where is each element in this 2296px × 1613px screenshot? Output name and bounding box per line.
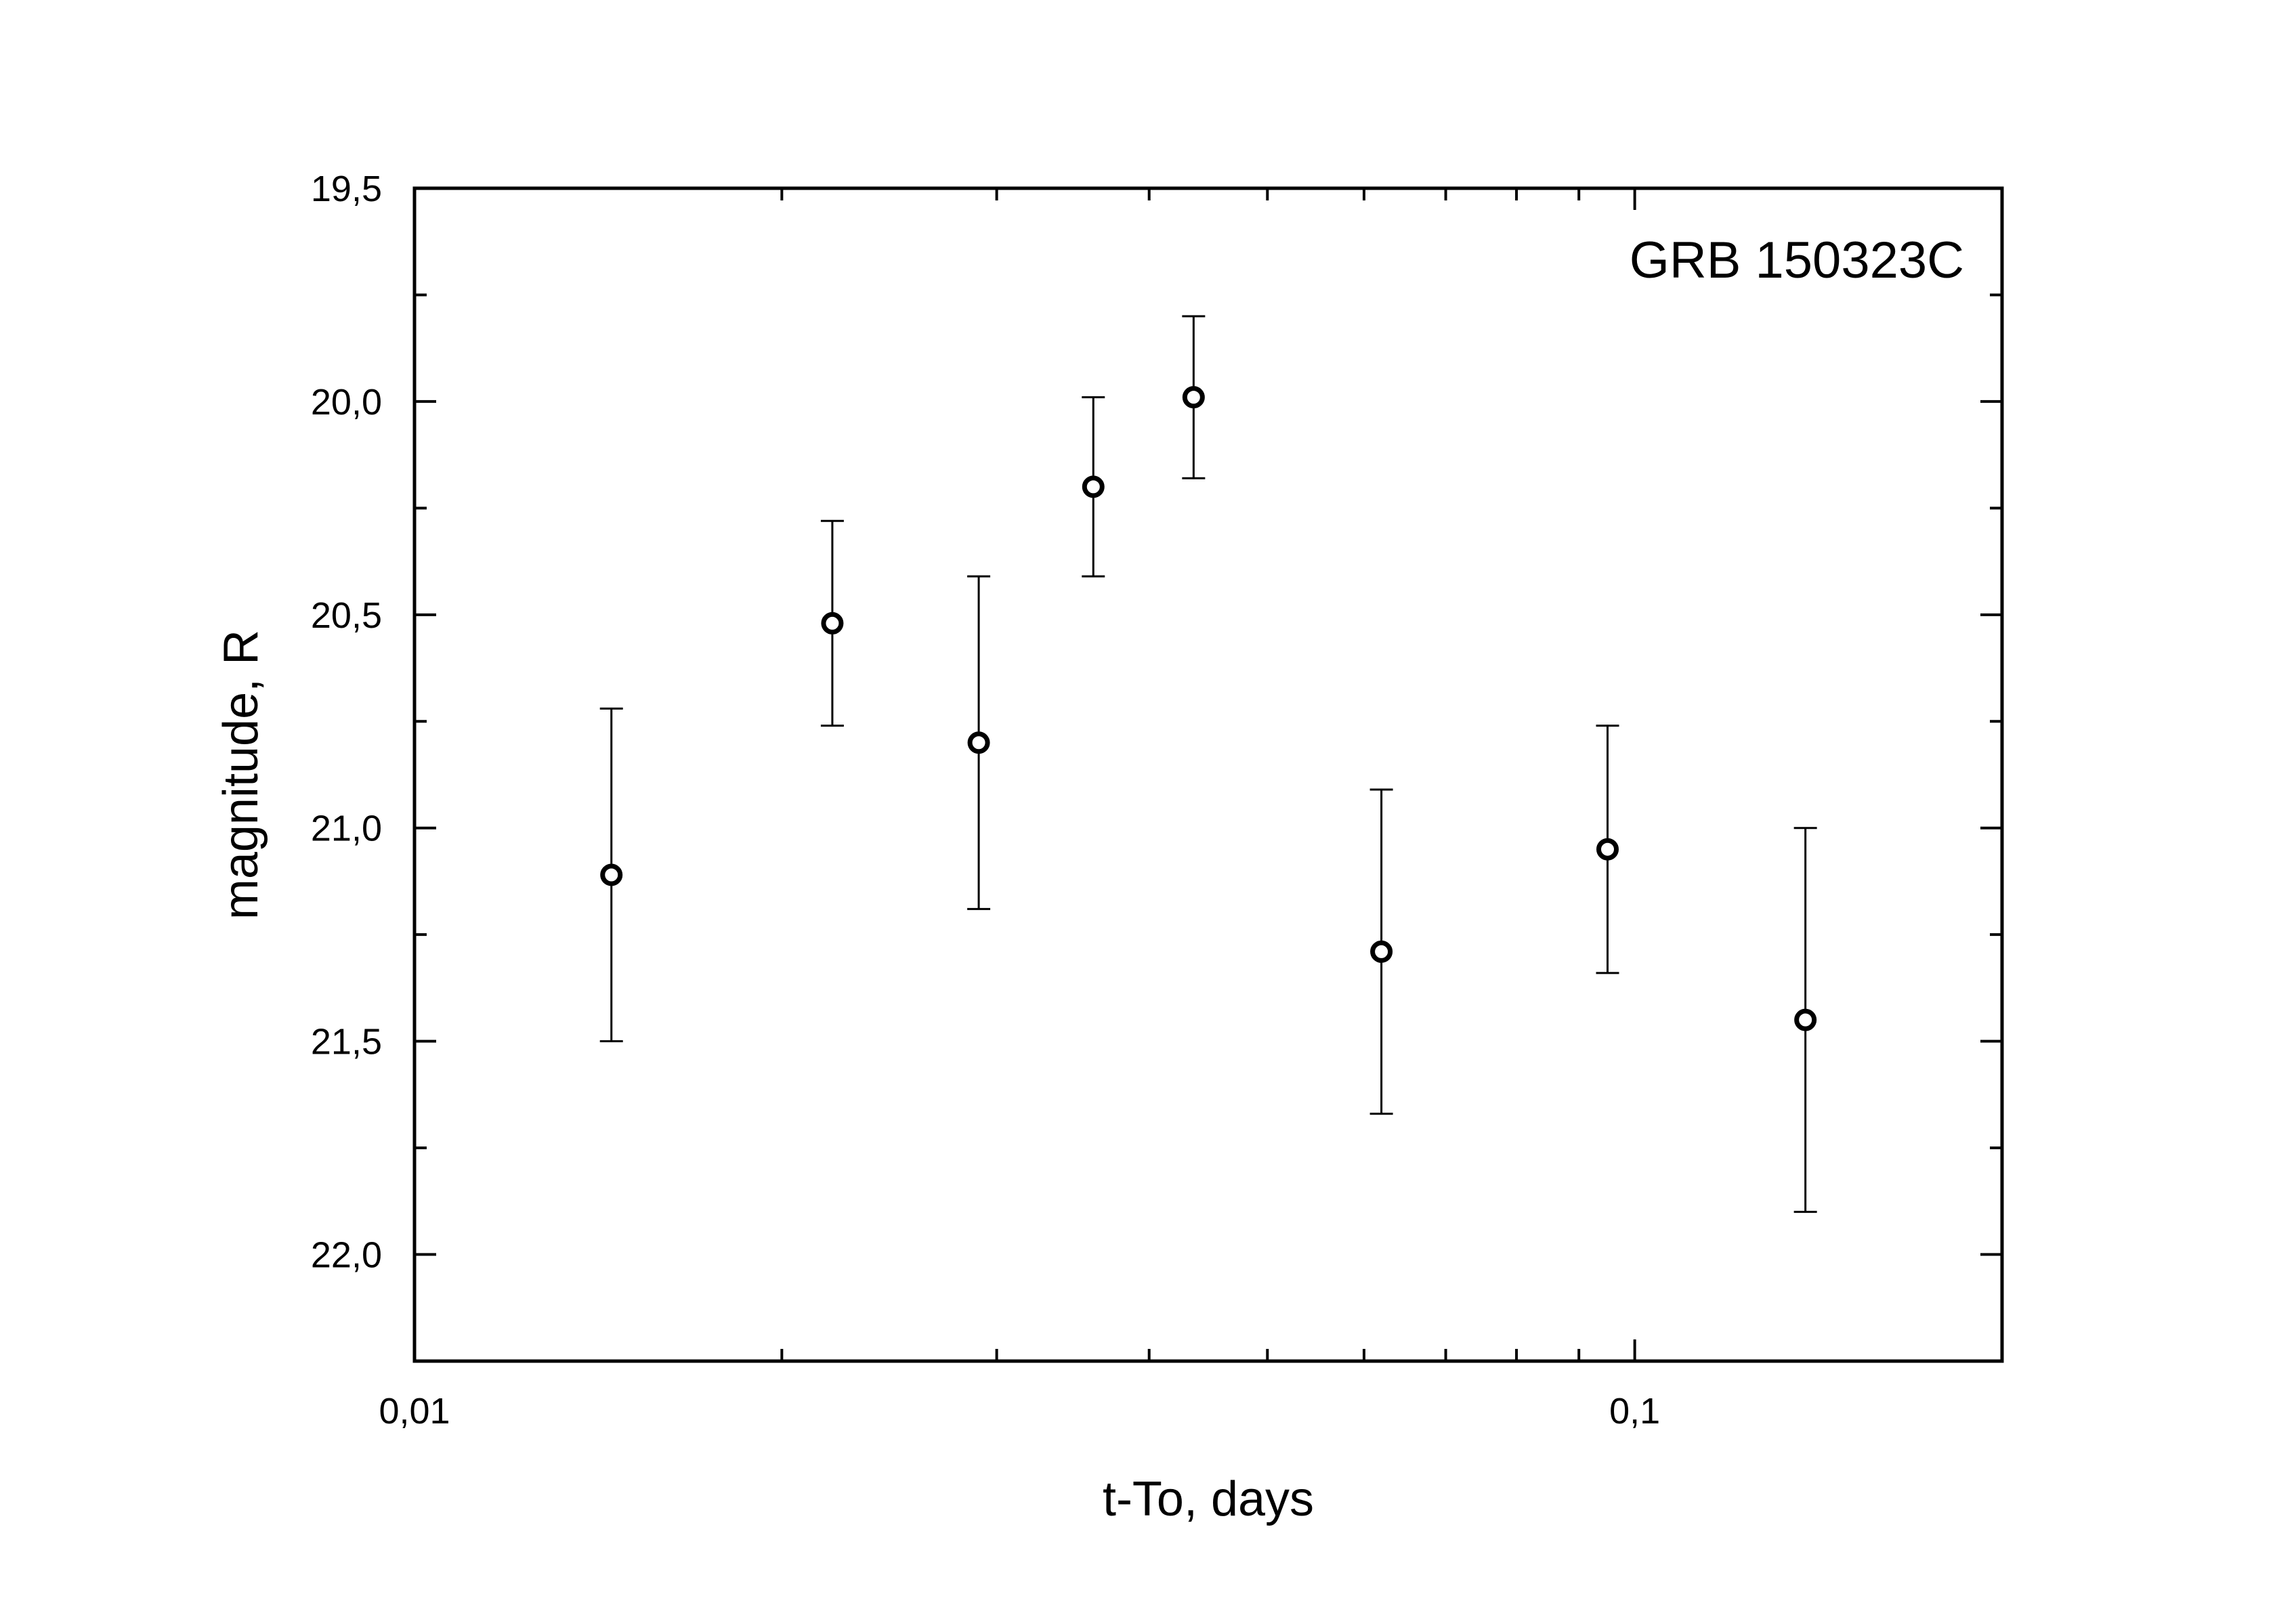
grb-annotation: GRB 150323C (1630, 232, 1964, 289)
x-tick-label: 0,1 (1609, 1391, 1660, 1432)
y-tick-label: 20,0 (311, 382, 382, 423)
y-tick-label: 21,5 (311, 1022, 382, 1062)
data-point (600, 863, 623, 886)
x-tick-label: 0,01 (379, 1391, 450, 1432)
plot-frame (412, 186, 2004, 1363)
data-point (967, 731, 990, 754)
data-point (821, 611, 844, 635)
axis-ticks: 19,5 20,0 20,5 21,0 21,5 22,0 0,01 0,1 (311, 169, 2002, 1432)
y-tick-label: 22,0 (311, 1235, 382, 1276)
data-point (1182, 386, 1205, 409)
error-bars (599, 315, 1817, 1213)
y-tick-label: 20,5 (311, 595, 382, 636)
x-axis-title: t-To, days (1103, 1472, 1314, 1526)
data-point (1370, 940, 1393, 963)
data-point (1596, 838, 1619, 861)
y-tick-label: 21,0 (311, 809, 382, 849)
data-point (1082, 475, 1105, 498)
data-points (600, 386, 1817, 1031)
data-point (1794, 1008, 1817, 1031)
y-tick-label: 19,5 (311, 169, 382, 209)
y-axis-title: magnitude, R (214, 630, 268, 920)
